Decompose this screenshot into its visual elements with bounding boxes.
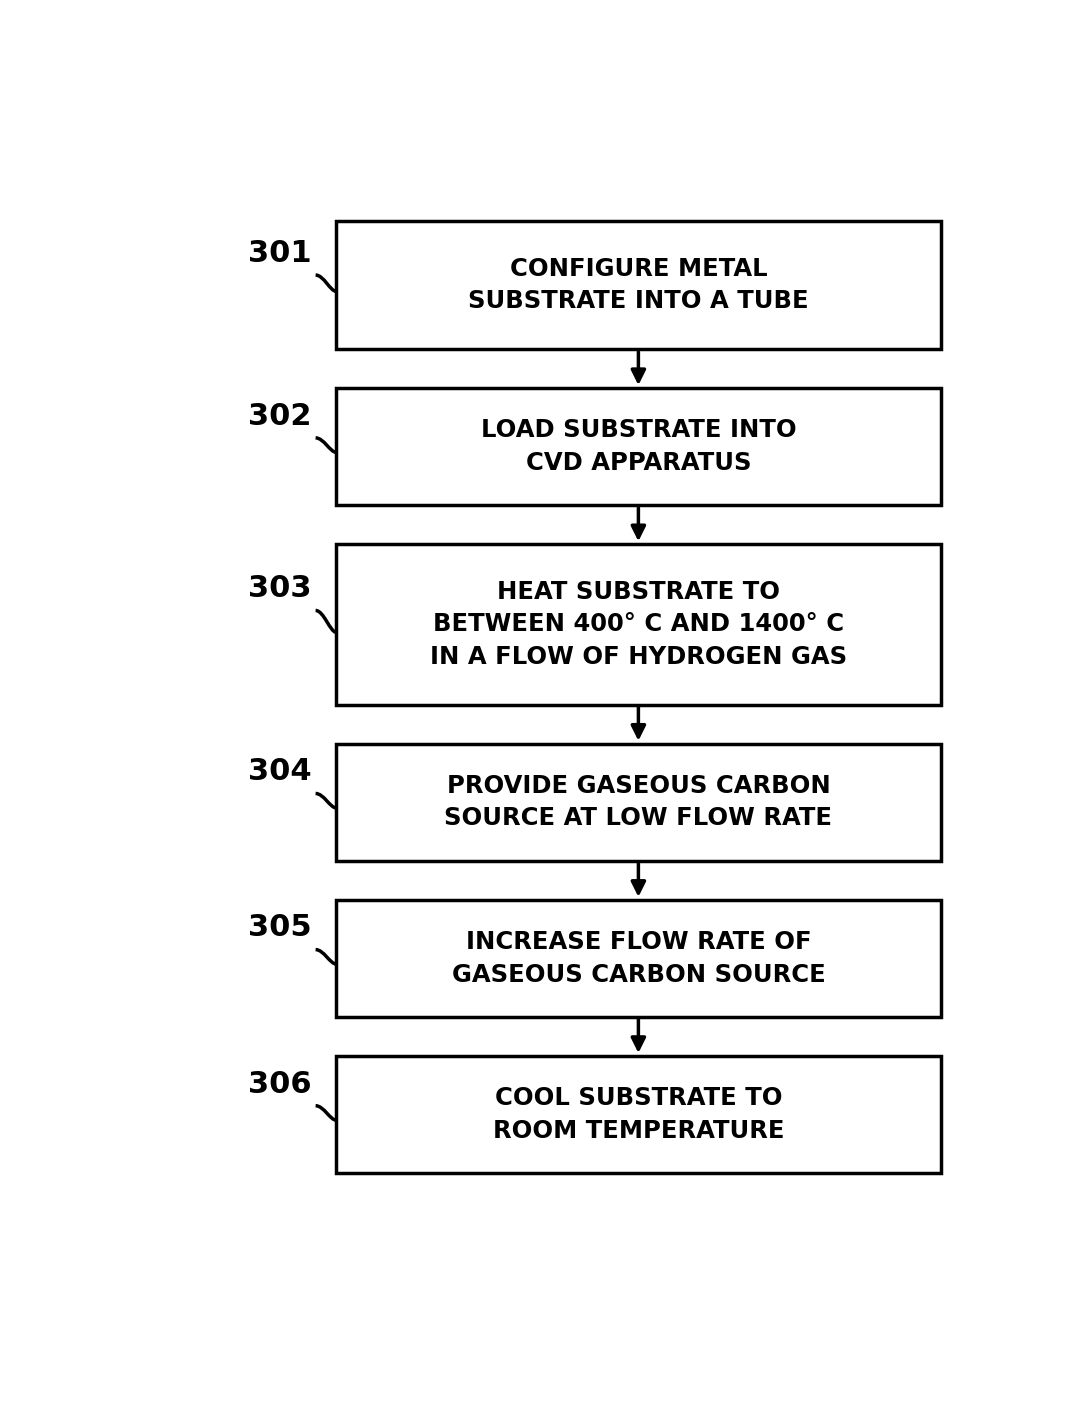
Text: CONFIGURE METAL
SUBSTRATE INTO A TUBE: CONFIGURE METAL SUBSTRATE INTO A TUBE	[468, 256, 808, 313]
Text: INCREASE FLOW RATE OF
GASEOUS CARBON SOURCE: INCREASE FLOW RATE OF GASEOUS CARBON SOU…	[452, 929, 826, 987]
Text: 306: 306	[248, 1070, 312, 1098]
Bar	[336, 1056, 941, 1173]
Text: 302: 302	[248, 401, 312, 431]
Text: HEAT SUBSTRATE TO
BETWEEN 400° C AND 1400° C
IN A FLOW OF HYDROGEN GAS: HEAT SUBSTRATE TO BETWEEN 400° C AND 140…	[429, 580, 847, 669]
Bar	[336, 543, 941, 704]
Text: LOAD SUBSTRATE INTO
CVD APPARATUS: LOAD SUBSTRATE INTO CVD APPARATUS	[481, 418, 797, 474]
Text: 305: 305	[248, 914, 312, 942]
Text: COOL SUBSTRATE TO
ROOM TEMPERATURE: COOL SUBSTRATE TO ROOM TEMPERATURE	[492, 1086, 784, 1143]
Bar	[336, 389, 941, 505]
Bar	[336, 221, 941, 349]
Text: 304: 304	[248, 758, 312, 786]
Bar	[336, 900, 941, 1017]
Text: PROVIDE GASEOUS CARBON
SOURCE AT LOW FLOW RATE: PROVIDE GASEOUS CARBON SOURCE AT LOW FLO…	[444, 774, 832, 831]
Text: 301: 301	[248, 239, 312, 268]
Bar	[336, 743, 941, 860]
Text: 303: 303	[248, 574, 312, 603]
